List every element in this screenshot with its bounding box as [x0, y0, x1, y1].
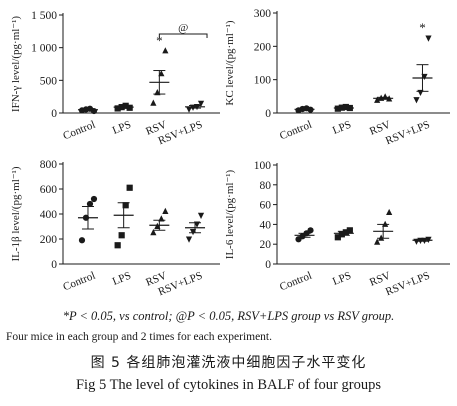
y-tick-label: 800	[40, 159, 58, 171]
significance-note: *P < 0.05, vs control; @P < 0.05, RSV+LP…	[62, 309, 395, 323]
y-tick-label: 60	[260, 200, 272, 212]
data-point-lps	[118, 232, 125, 239]
y-axis-title: IL-1β level/(pg·ml⁻¹)	[10, 166, 22, 261]
significance-asterisk: *	[156, 33, 163, 48]
chart-panel-il-1beta: 0 200 400 600 800 IL-1β level/(pg·ml⁻¹) Contro…	[10, 159, 220, 298]
significance-asterisk: *	[419, 20, 426, 35]
y-tick-label: 80	[260, 180, 272, 192]
y-tick-label: 200	[40, 234, 58, 246]
x-category-label: Control	[278, 270, 314, 294]
data-point-control	[78, 237, 86, 244]
y-tick-label: 40	[260, 219, 272, 231]
data-point-rsv+lps	[185, 106, 193, 113]
y-tick-label: 0	[265, 259, 271, 271]
data-point-rsv+lps	[413, 97, 420, 104]
data-point-rsv	[386, 208, 393, 216]
figure-canvas: 0 500 1 000 1 500 IFN-γ level/(pg·ml⁻¹) Contr…	[10, 8, 450, 298]
y-axis-title: IL-6 level/(pg·ml⁻¹)	[224, 169, 236, 259]
x-category-label: RSV+LPS	[384, 119, 432, 148]
y-tick-label: 0	[265, 108, 271, 120]
y-tick-label: 0	[51, 259, 57, 271]
y-tick-label: 500	[40, 75, 58, 87]
data-point-lps	[122, 102, 129, 109]
data-point-control	[90, 195, 98, 203]
data-point-rsv+lps	[197, 100, 205, 107]
sample-size-note: Four mice in each group and 2 times for …	[6, 331, 273, 343]
figure-title-english: Fig 5 The level of cytokines in BALF of …	[75, 377, 381, 393]
x-category-label: LPS	[331, 270, 353, 288]
data-point-lps	[346, 227, 353, 234]
x-category-label: Control	[61, 270, 97, 294]
data-point-lps	[334, 234, 341, 241]
data-point-control	[307, 227, 314, 234]
figure-title-chinese: 图 5 各组肺泡灌洗液中细胞因子水平变化	[90, 355, 367, 371]
data-point-rsv+lps	[197, 212, 205, 219]
data-point-rsv+lps	[185, 236, 193, 243]
y-tick-label: 600	[40, 184, 58, 196]
data-point-rsv	[378, 234, 385, 241]
data-point-rsv	[150, 229, 157, 236]
chart-panel-il-6: 0 20 40 60 80 100 IL-6 level/(pg·ml⁻¹) Control L…	[224, 160, 450, 298]
y-tick-label: 100	[254, 75, 272, 87]
y-tick-label: 20	[260, 239, 272, 251]
y-axis-title: IFN-γ level/(pg·ml⁻¹)	[10, 16, 22, 112]
y-tick-label: 300	[254, 8, 272, 20]
y-tick-label: 400	[40, 209, 58, 221]
y-tick-label: 1 500	[31, 10, 57, 22]
data-point-lps	[338, 231, 345, 238]
comparison-bracket	[158, 33, 208, 38]
x-category-label: Control	[278, 119, 314, 143]
data-point-lps	[342, 229, 349, 236]
x-category-label: RSV+LPS	[384, 270, 432, 299]
data-point-rsv	[150, 99, 157, 106]
y-tick-label: 0	[51, 108, 57, 120]
chart-panel-kc: 0 100 200 300 KC level/(pg·ml⁻¹) Control LPS RS…	[224, 8, 450, 147]
y-tick-label: 1 000	[31, 43, 57, 55]
y-tick-label: 200	[254, 41, 272, 53]
x-category-label: Control	[61, 119, 97, 143]
x-category-label: LPS	[331, 119, 353, 137]
data-point-lps	[114, 242, 121, 249]
data-point-control	[86, 200, 94, 208]
data-point-rsv	[374, 238, 381, 245]
chart-panel-ifn-gamma: 0 500 1 000 1 500 IFN-γ level/(pg·ml⁻¹) Contr…	[10, 10, 220, 147]
comparison-symbol: @	[178, 22, 188, 34]
x-category-label: LPS	[111, 119, 133, 137]
data-point-rsv	[162, 47, 169, 54]
data-point-lps	[114, 105, 121, 112]
y-axis-title: KC level/(pg·ml⁻¹)	[224, 20, 236, 106]
data-point-lps	[126, 184, 133, 191]
data-point-rsv	[162, 207, 169, 214]
data-point-lps	[122, 202, 129, 209]
y-tick-label: 100	[254, 160, 272, 172]
x-category-label: LPS	[111, 270, 133, 288]
data-point-rsv+lps	[425, 35, 432, 42]
